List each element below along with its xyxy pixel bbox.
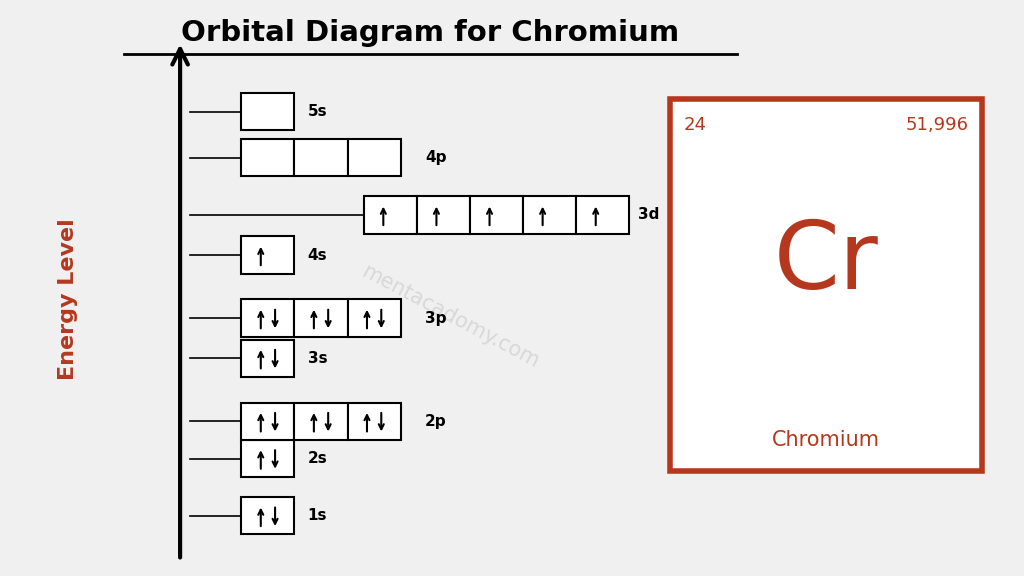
Text: 5s: 5s — [308, 104, 328, 119]
Text: Chromium: Chromium — [772, 430, 880, 450]
Text: 24: 24 — [684, 116, 707, 134]
Bar — [523, 196, 577, 233]
Text: Energy Level: Energy Level — [57, 218, 78, 380]
Text: 3s: 3s — [308, 351, 328, 366]
Bar — [242, 403, 295, 440]
Bar — [364, 196, 417, 233]
Bar — [242, 300, 295, 337]
Bar — [347, 139, 400, 176]
Bar — [671, 99, 982, 471]
Text: 4s: 4s — [308, 248, 328, 263]
Bar — [242, 93, 295, 130]
Bar — [347, 300, 400, 337]
Bar — [417, 196, 470, 233]
Text: 3p: 3p — [425, 310, 446, 325]
Text: mentacadomy.com: mentacadomy.com — [358, 262, 543, 372]
Text: 4p: 4p — [425, 150, 446, 165]
Text: 2p: 2p — [425, 414, 446, 429]
Bar — [242, 340, 295, 377]
Bar — [577, 196, 630, 233]
Bar — [295, 300, 347, 337]
Bar — [242, 440, 295, 477]
Text: 1s: 1s — [308, 509, 328, 524]
Bar — [347, 403, 400, 440]
Text: Cr: Cr — [773, 217, 879, 309]
Text: 51,996: 51,996 — [905, 116, 969, 134]
Text: 3d: 3d — [638, 207, 659, 222]
Bar — [242, 139, 295, 176]
Bar — [295, 403, 347, 440]
Text: 2s: 2s — [308, 451, 328, 466]
Bar — [470, 196, 523, 233]
Bar — [242, 497, 295, 535]
Bar — [295, 139, 347, 176]
Text: Orbital Diagram for Chromium: Orbital Diagram for Chromium — [181, 19, 679, 47]
Bar — [242, 236, 295, 274]
